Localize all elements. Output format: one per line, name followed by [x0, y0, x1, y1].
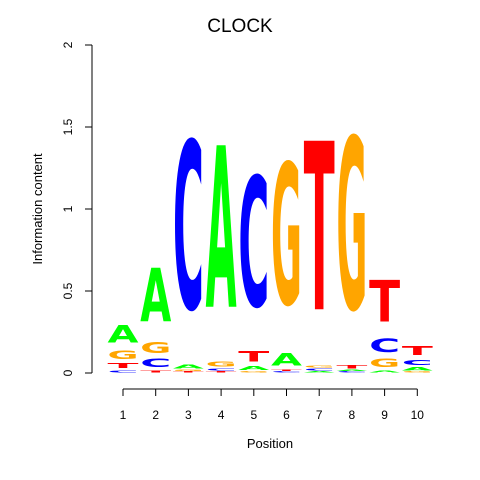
logo-letter-G: G: [369, 357, 400, 370]
x-tick-label: 4: [218, 408, 225, 422]
logo-letter-G: G: [108, 348, 139, 361]
logo-letter-C: C: [238, 141, 269, 349]
logo-letter-G: G: [304, 365, 335, 368]
y-axis: 0 0.5 1 1.5 2: [61, 41, 93, 376]
logo-letter-C: C: [369, 335, 400, 356]
logo-letter-A: A: [140, 253, 171, 339]
logo-letter-A: A: [304, 371, 335, 373]
logo-letter-T: T: [402, 343, 433, 358]
logo-letter-G: G: [336, 89, 367, 364]
logo-letter-A: A: [336, 370, 367, 372]
logo-letter-G: G: [173, 370, 204, 372]
logo-letter-C: C: [336, 371, 367, 373]
logo-letter-T: T: [206, 371, 237, 373]
logo-letter-C: C: [271, 371, 302, 373]
logo-letter-G: G: [140, 338, 171, 356]
x-axis: 1 2 3 4 5 6 7 8 9 10: [120, 388, 425, 422]
logo-letter-A: A: [271, 350, 302, 370]
logo-letter-G: G: [238, 371, 269, 373]
y-tick-label: 1: [61, 205, 75, 212]
logo-letter-C: C: [107, 370, 138, 373]
x-tick-label: 2: [152, 408, 159, 422]
logo-letter-G: G: [402, 371, 433, 373]
x-tick-label: 7: [316, 408, 323, 422]
x-tick-label: 5: [250, 408, 257, 422]
logo-letter-A: A: [402, 367, 433, 372]
logo-letter-T: T: [304, 96, 335, 365]
chart-title: CLOCK: [207, 16, 273, 37]
logo-letter-T: T: [108, 362, 139, 370]
logo-letter-C: C: [140, 357, 171, 370]
logo-letter-A: A: [108, 320, 140, 348]
y-axis-title: Information content: [30, 153, 45, 265]
logo-letter-A: A: [206, 101, 237, 360]
logo-letter-C: C: [304, 368, 335, 371]
x-tick-label: 1: [120, 408, 127, 422]
logo-letter-C: C: [206, 368, 237, 371]
y-tick-label: 0.5: [61, 282, 75, 299]
logo-letter-T: T: [140, 370, 171, 373]
logo-letter-T: T: [238, 349, 269, 365]
logo-letter-T: T: [369, 269, 401, 336]
logo-letter-T: T: [336, 365, 367, 370]
y-tick-label: 2: [61, 41, 75, 48]
logo-letter-T: T: [271, 370, 302, 372]
y-tick-label: 0: [61, 369, 75, 376]
x-tick-label: 8: [349, 408, 356, 422]
logo-letter-T: T: [173, 371, 204, 373]
logo-letter-A: A: [238, 365, 269, 372]
logo-letter-G: G: [206, 360, 237, 368]
x-tick-label: 9: [381, 408, 388, 422]
x-tick-label: 10: [411, 408, 425, 422]
logo-letter-C: C: [173, 95, 204, 362]
logo-letter-G: G: [271, 125, 302, 350]
x-tick-label: 3: [185, 408, 192, 422]
y-tick-label: 1.5: [61, 118, 75, 135]
logo-letter-C: C: [402, 359, 433, 367]
logo-letter-A: A: [369, 370, 400, 373]
x-axis-title: Position: [247, 436, 293, 451]
logo-letter-A: A: [173, 363, 204, 370]
x-tick-label: 6: [283, 408, 290, 422]
